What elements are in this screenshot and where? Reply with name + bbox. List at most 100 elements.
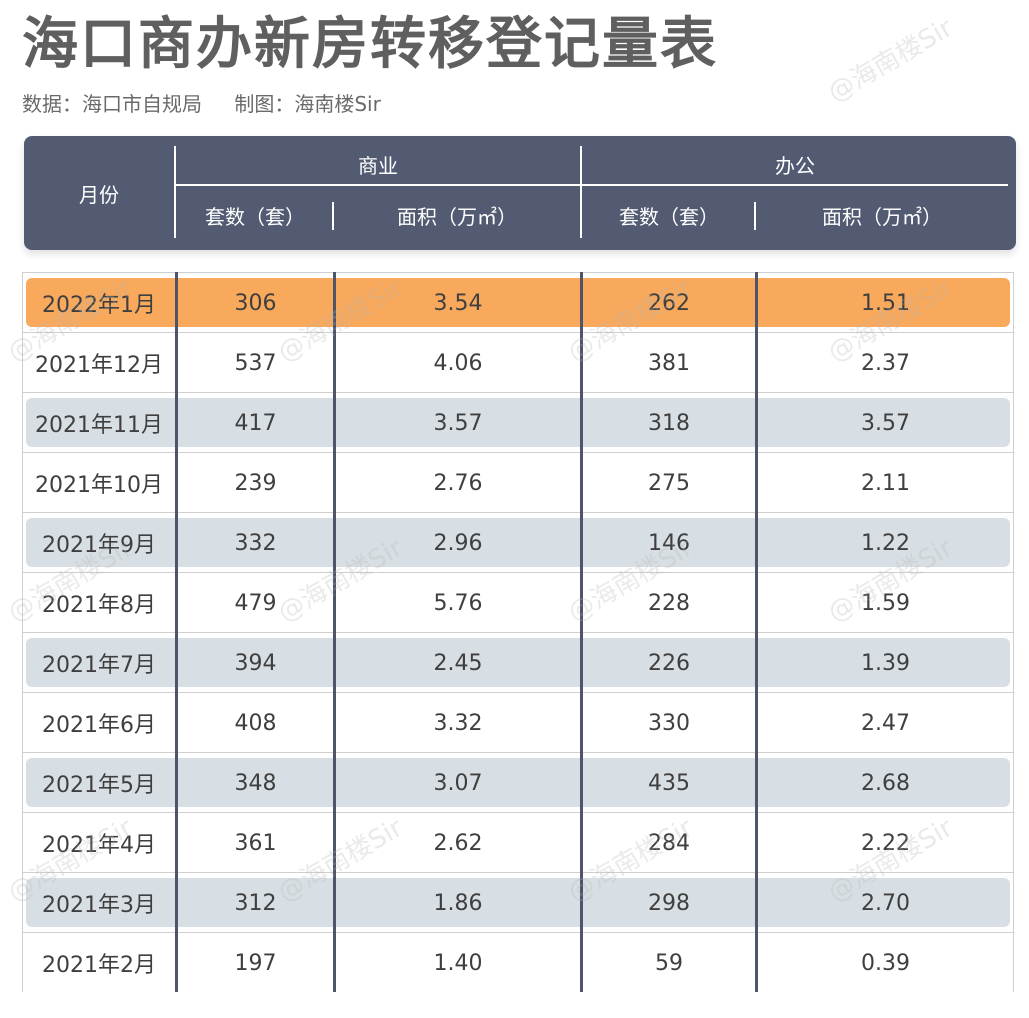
cell-commercial-area: 5.76 [433,590,483,616]
cell-commercial-units: 306 [234,290,277,316]
header-rule [176,184,1008,186]
column-divider [175,272,178,992]
cell-commercial-units: 408 [234,710,277,736]
cell-commercial-area: 2.62 [433,830,483,856]
watermark: @海南楼Sir [823,13,958,109]
cell-commercial-units: 361 [234,830,277,856]
cell-office-units: 59 [655,950,683,976]
cell-commercial-units: 239 [234,470,277,496]
cell-commercial-units: 479 [234,590,277,616]
chart-author: 制图：海南楼Sir [234,92,381,116]
row-stripe [26,518,1010,567]
table-row: 2022年1月 306 3.54 262 1.51 [23,272,1013,332]
page-title: 海口商办新房转移登记量表 [22,12,718,77]
cell-month: 2021年5月 [42,773,156,798]
cell-commercial-area: 3.07 [433,770,483,796]
cell-commercial-units: 332 [234,530,277,556]
cell-office-area: 1.51 [861,290,910,316]
row-highlight [26,278,1010,327]
table-row: 2021年8月 479 5.76 228 1.59 [23,572,1013,632]
cell-office-units: 330 [648,710,690,736]
row-stripe [26,878,1010,927]
column-divider [580,272,583,992]
cell-commercial-units: 197 [234,950,277,976]
cell-commercial-area: 3.54 [433,290,483,316]
cell-commercial-area: 3.32 [433,710,483,736]
cell-office-area: 1.22 [861,530,910,556]
table-row: 2021年2月 197 1.40 59 0.39 [23,932,1013,992]
cell-office-area: 2.68 [861,770,910,796]
data-source: 数据：海口市自规局 [22,92,202,116]
cell-office-area: 2.22 [861,830,910,856]
cell-commercial-area: 4.06 [433,350,483,376]
header-commercial-area: 面积（万㎡） [397,204,517,229]
cell-office-units: 381 [648,350,690,376]
header-divider [580,146,582,238]
cell-commercial-units: 312 [234,890,277,916]
table-row: 2021年9月 332 2.96 146 1.22 [23,512,1013,572]
cell-office-area: 1.59 [861,590,910,616]
cell-month: 2021年11月 [35,413,163,438]
table-row: 2021年4月 361 2.62 284 2.22 [23,812,1013,872]
cell-commercial-area: 2.45 [433,650,483,676]
cell-office-area: 0.39 [861,950,910,976]
cell-office-units: 298 [648,890,690,916]
cell-commercial-units: 537 [234,350,277,376]
cell-month: 2021年2月 [42,953,156,978]
table-row: 2021年11月 417 3.57 318 3.57 [23,392,1013,452]
cell-office-units: 284 [648,830,690,856]
header-office-units: 套数（套） [619,204,719,229]
cell-month: 2021年4月 [42,833,156,858]
header-group-commercial: 商业 [358,153,398,178]
cell-commercial-area: 1.40 [433,950,483,976]
cell-office-area: 2.70 [861,890,910,916]
header-divider [332,202,334,230]
header-month: 月份 [79,182,119,207]
cell-office-area: 2.11 [861,470,910,496]
cell-office-units: 275 [648,470,690,496]
table-row: 2021年3月 312 1.86 298 2.70 [23,872,1013,932]
cell-month: 2021年7月 [42,653,156,678]
cell-month: 2021年12月 [35,353,163,378]
cell-office-area: 1.39 [861,650,910,676]
table-row: 2021年6月 408 3.32 330 2.47 [23,692,1013,752]
cell-month: 2021年3月 [42,893,156,918]
table-row: 2021年7月 394 2.45 226 1.39 [23,632,1013,692]
cell-commercial-area: 2.96 [433,530,483,556]
column-divider [333,272,336,992]
cell-month: 2021年6月 [42,713,156,738]
cell-office-units: 262 [648,290,690,316]
cell-month: 2022年1月 [42,293,156,318]
header-divider [174,146,176,238]
cell-office-units: 228 [648,590,690,616]
cell-office-area: 2.37 [861,350,910,376]
cell-office-area: 3.57 [861,410,910,436]
table-row: 2021年10月 239 2.76 275 2.11 [23,452,1013,512]
cell-office-units: 146 [648,530,690,556]
row-stripe [26,398,1010,447]
header-office-area: 面积（万㎡） [822,204,942,229]
cell-commercial-area: 2.76 [433,470,483,496]
subtitle: 数据：海口市自规局 制图：海南楼Sir [22,90,381,118]
cell-commercial-units: 417 [234,410,277,436]
cell-commercial-area: 1.86 [433,890,483,916]
table-row: 2021年12月 537 4.06 381 2.37 [23,332,1013,392]
cell-commercial-units: 394 [234,650,277,676]
table-header: 月份 商业 办公 套数（套） 面积（万㎡） 套数（套） 面积（万㎡） [24,136,1016,250]
header-divider [754,202,756,230]
table-row: 2021年5月 348 3.07 435 2.68 [23,752,1013,812]
cell-office-units: 435 [648,770,690,796]
row-stripe [26,758,1010,807]
cell-month: 2021年10月 [35,473,163,498]
cell-office-units: 318 [648,410,690,436]
row-stripe [26,638,1010,687]
column-divider [755,272,758,992]
cell-office-units: 226 [648,650,690,676]
header-group-office: 办公 [775,153,815,178]
cell-office-area: 2.47 [861,710,910,736]
cell-month: 2021年9月 [42,533,156,558]
cell-commercial-units: 348 [234,770,277,796]
data-table: 2022年1月 306 3.54 262 1.51 2021年12月 537 4.06 381 2… [22,272,1014,992]
cell-month: 2021年8月 [42,593,156,618]
header-commercial-units: 套数（套） [205,204,305,229]
